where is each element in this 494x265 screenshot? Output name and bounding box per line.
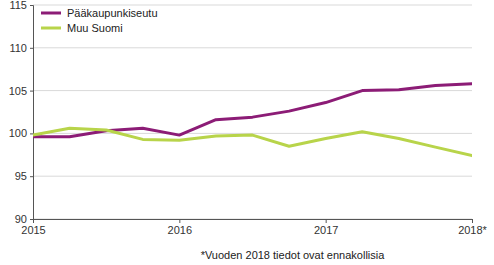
series-line (33, 128, 472, 155)
y-tick-mark (30, 5, 33, 6)
x-axis: 2015 2016 2017 2018* (21, 219, 487, 236)
x-tick-mark (472, 219, 473, 223)
x-tick: 2018* (458, 219, 487, 236)
legend-item: Pääkaupunkiseutu (41, 7, 158, 19)
x-tick-mark (179, 219, 180, 223)
legend-label: Pääkaupunkiseutu (67, 7, 158, 19)
x-tick-label: 2018* (458, 224, 487, 236)
y-tick: 95 (15, 170, 33, 182)
y-tick-mark (30, 176, 33, 177)
y-tick-mark (30, 91, 33, 92)
legend-swatch (41, 12, 61, 15)
grid-line (33, 176, 472, 177)
x-tick-label: 2016 (168, 224, 192, 236)
y-tick-label: 95 (15, 170, 27, 182)
y-tick: 110 (9, 42, 33, 54)
x-tick: 2016 (168, 219, 192, 236)
footnote: *Vuoden 2018 tiedot ovat ennakollisia (201, 249, 386, 261)
x-tick-mark (33, 219, 34, 223)
plot: 90951001051101152015201620172018* (9, 0, 488, 236)
x-axis-line (34, 220, 473, 224)
y-axis: 9095100105110115 (9, 0, 34, 225)
y-tick: 100 (9, 127, 33, 139)
x-tick: 2017 (314, 219, 338, 236)
y-axis-line (30, 6, 34, 220)
x-tick-mark (326, 219, 327, 223)
x-tick-label: 2015 (21, 224, 45, 236)
lines (33, 84, 472, 156)
y-tick-mark (30, 133, 33, 134)
x-tick-label: 2017 (314, 224, 338, 236)
y-tick-mark (30, 48, 33, 49)
x-tick: 2015 (21, 219, 45, 236)
y-tick-label: 105 (9, 85, 27, 97)
grid (33, 5, 472, 219)
y-tick-label: 100 (9, 127, 27, 139)
y-tick-label: 110 (9, 42, 27, 54)
y-tick: 115 (9, 0, 33, 11)
legend-swatch (41, 27, 61, 30)
grid-line (33, 47, 472, 48)
legend-item: Muu Suomi (41, 22, 123, 34)
legend: Pääkaupunkiseutu Muu Suomi (41, 7, 158, 34)
legend-label: Muu Suomi (67, 22, 123, 34)
y-tick: 105 (9, 85, 33, 97)
y-tick-label: 115 (9, 0, 27, 11)
grid-line (33, 5, 472, 6)
y-tick-mark (30, 219, 33, 220)
